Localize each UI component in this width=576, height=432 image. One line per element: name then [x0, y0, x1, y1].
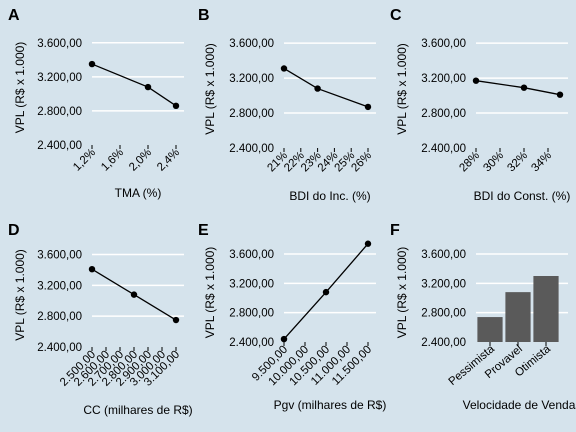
data-point — [280, 65, 288, 72]
y-tick-label: 3.200,00 — [421, 73, 466, 85]
data-point — [520, 84, 528, 91]
y-tick-label: 3.600,00 — [229, 249, 274, 261]
y-tick-label: 2.400,00 — [229, 143, 274, 155]
data-point — [364, 103, 372, 111]
x-tick-label: 1,6% — [99, 147, 126, 174]
y-tick-label: 2.400,00 — [37, 342, 82, 354]
y-tick-label: 3.200,00 — [37, 280, 82, 292]
series-line — [283, 67, 369, 108]
y-tick-label: 2.800,00 — [229, 308, 274, 320]
panel-letter: E — [198, 222, 209, 239]
data-point — [314, 85, 321, 92]
panel-letter: F — [390, 222, 400, 239]
y-tick-label: 2.400,00 — [421, 143, 466, 155]
x-tick-label: 26% — [349, 150, 374, 175]
x-tick-label: 34% — [529, 150, 554, 175]
x-axis-label: BDI do Const. (%) — [474, 189, 571, 203]
data-point — [144, 83, 152, 91]
data-point — [172, 102, 180, 110]
data-point — [280, 335, 288, 343]
y-tick-label: 3.600,00 — [229, 38, 274, 50]
series-line — [91, 63, 177, 107]
panel-letter: A — [8, 7, 20, 24]
y-tick-label: 2.800,00 — [37, 106, 82, 118]
x-tick-label: 32% — [505, 150, 530, 175]
y-tick-label: 3.600,00 — [37, 38, 82, 50]
y-axis-label: VPL (R$ x 1.000) — [203, 43, 217, 135]
data-point — [472, 77, 480, 84]
data-point — [172, 316, 180, 324]
bar — [505, 292, 531, 342]
y-tick-label: 2.800,00 — [229, 108, 274, 120]
y-tick-label: 3.200,00 — [37, 72, 82, 84]
panel-letter: C — [390, 7, 402, 24]
panel-b: B 2.400,00 2.800,00 3.200,00 3.600,00 VPL (R$… — [198, 7, 376, 203]
y-axis-label: VPL (R$ x 1.000) — [203, 247, 217, 339]
data-point — [88, 60, 96, 68]
panel-letter: D — [8, 222, 20, 239]
panel-c: C 2.400,00 2.800,00 3.200,00 3.600,00 VPL (R$… — [390, 7, 570, 203]
panel-e: E 2.400,00 2.800,00 3.200,00 3.600,00 VPL (R$… — [198, 222, 386, 412]
data-point — [88, 265, 96, 273]
y-tick-label: 2.400,00 — [421, 337, 466, 349]
y-axis-label: VPL (R$ x 1.000) — [395, 43, 409, 135]
bar — [477, 317, 503, 342]
panel-letter: B — [198, 7, 210, 24]
y-tick-label: 3.200,00 — [229, 278, 274, 290]
y-axis-label: VPL (R$ x 1.000) — [13, 249, 27, 341]
y-tick-label: 3.600,00 — [421, 249, 466, 261]
y-tick-label: 2.400,00 — [229, 337, 274, 349]
x-axis-label: BDI do Inc. (%) — [289, 189, 370, 203]
x-axis-label: Pgv (milhares de R$) — [274, 398, 387, 412]
x-tick-label: 30% — [481, 150, 506, 175]
panel-f: F 2.400,00 2.800,00 3.200,00 3.600,00 VPL (R$… — [390, 222, 576, 412]
data-point — [364, 240, 372, 247]
y-tick-label: 2.400,00 — [37, 140, 82, 152]
data-point — [556, 91, 564, 98]
panel-d: D 2.400,00 2.800,00 3.200,00 3.600,00 VPL (R$… — [8, 222, 193, 417]
y-axis-label: VPL (R$ x 1.000) — [395, 247, 409, 339]
bar — [533, 276, 559, 342]
series-line — [475, 80, 561, 96]
x-axis-label: Velocidade de Vendas — [463, 398, 576, 412]
x-tick-label: 2,4% — [155, 147, 182, 174]
y-tick-label: 3.600,00 — [421, 38, 466, 50]
panel-a: A 2.400,00 2.800,00 3.200,00 3.600,00 VPL (R$… — [8, 7, 184, 200]
x-axis-label: CC (milhares de R$) — [83, 403, 192, 417]
y-tick-label: 3.200,00 — [229, 73, 274, 85]
data-point — [130, 291, 138, 298]
y-tick-label: 2.800,00 — [37, 311, 82, 323]
y-tick-label: 3.600,00 — [37, 250, 82, 262]
x-axis-label: TMA (%) — [115, 186, 162, 200]
y-tick-label: 2.800,00 — [421, 108, 466, 120]
y-axis-label: VPL (R$ x 1.000) — [13, 42, 27, 134]
y-tick-label: 3.200,00 — [421, 278, 466, 290]
x-tick-label: 2,0% — [127, 147, 154, 174]
data-point — [322, 288, 330, 296]
y-tick-label: 2.800,00 — [421, 308, 466, 320]
